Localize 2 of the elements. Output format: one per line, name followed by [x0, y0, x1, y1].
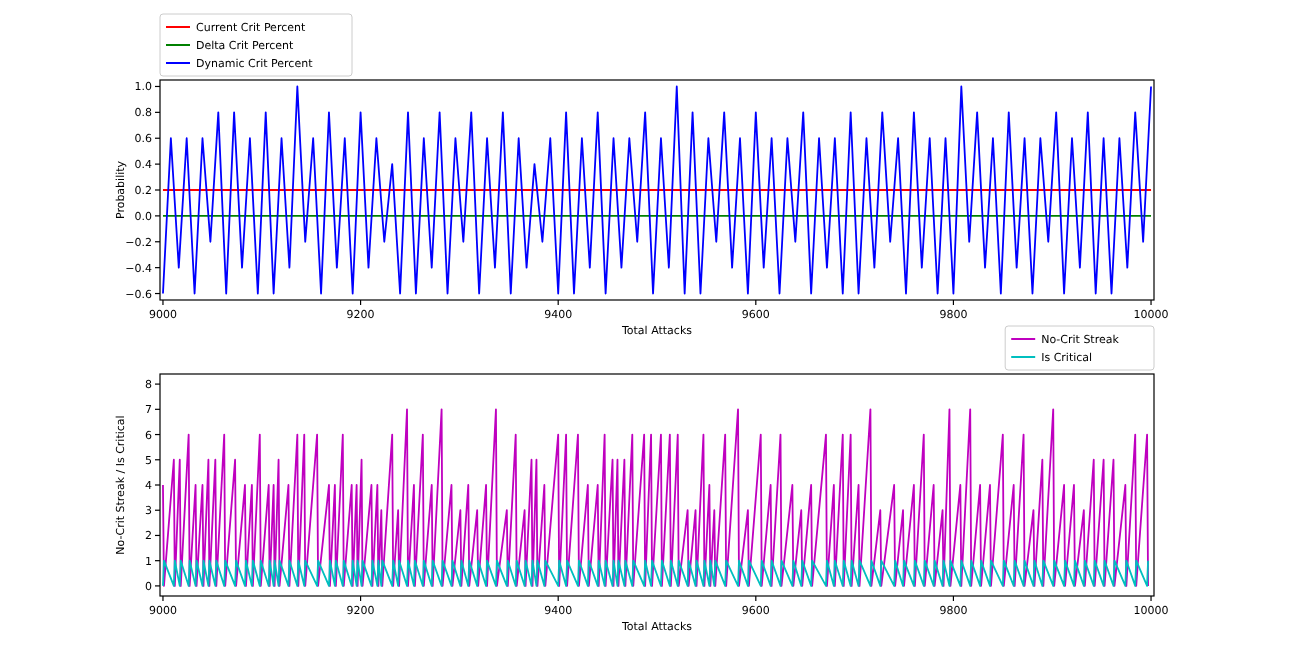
- line-series: [162, 85, 1152, 295]
- line-series: [162, 408, 1149, 587]
